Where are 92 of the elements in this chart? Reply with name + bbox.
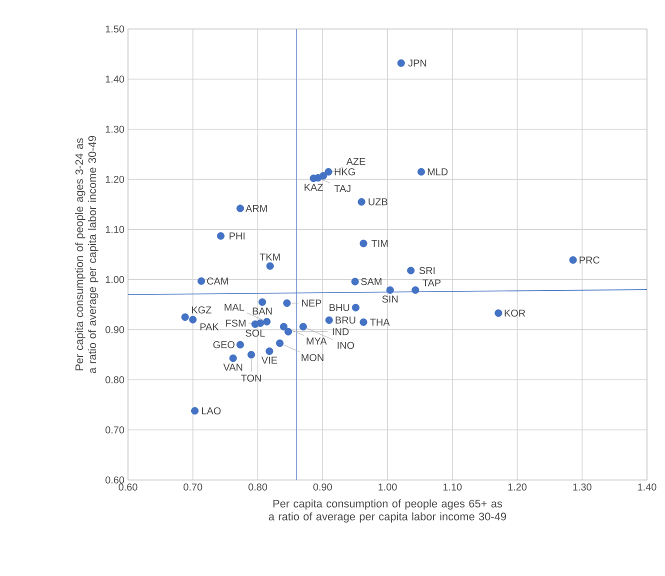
y-tick-label: 1.30 [106, 126, 124, 133]
annotation: UZB [368, 198, 388, 206]
point [258, 298, 266, 306]
point [266, 347, 274, 355]
annotation: MYA [306, 338, 327, 344]
point [299, 322, 307, 330]
annotation: KOR [504, 310, 526, 317]
point [352, 304, 360, 312]
annotation: ARM [246, 204, 267, 212]
point [266, 262, 274, 270]
x-tick-label: 1.00 [378, 484, 397, 491]
annotation: VAN [223, 364, 242, 371]
point [189, 316, 197, 324]
y-tick-label: 0.70 [105, 426, 124, 434]
annotation: PRC [580, 256, 600, 264]
annotation: MON [302, 354, 324, 362]
annotation: BRU [336, 316, 356, 324]
annotation: SIN [382, 296, 398, 303]
y-tick-label: 1.50 [106, 25, 124, 33]
annotation: TKM [260, 254, 280, 260]
point [283, 299, 291, 307]
annotation: FSM [226, 320, 246, 327]
annotation: HKG [334, 168, 355, 176]
x-tick-label: 0.60 [118, 484, 138, 491]
x-tick-label: 1.10 [443, 484, 462, 491]
y-tick-label: 0.80 [105, 376, 124, 384]
annotation: PHI [230, 232, 244, 240]
x-tick-label: 1.20 [508, 484, 527, 491]
x-tick-label: 0.90 [313, 484, 332, 491]
point [256, 319, 264, 327]
annotation: TAJ [334, 185, 350, 192]
point [247, 350, 256, 359]
point [263, 318, 271, 326]
annotation: MLD [428, 168, 448, 176]
annotation: BAN [252, 308, 272, 315]
y-axis-title: Per capita consumption of people ages 3-24 as a ratio of average per capita labor income 30-49 [75, 136, 98, 374]
y-tick-label: 0.90 [105, 326, 124, 334]
annotation: AZE [346, 158, 366, 165]
point [280, 322, 288, 330]
annotation: BHU [330, 304, 350, 312]
annotation: TON [241, 374, 261, 382]
annotation: VIE [261, 356, 278, 364]
point [216, 232, 225, 240]
annotation: SAM [361, 278, 382, 286]
point [494, 309, 502, 317]
annotation: SOL [246, 330, 265, 337]
annotation: JPN [408, 60, 426, 67]
annotation: IND [332, 328, 349, 336]
annotation: LAO [202, 407, 221, 414]
annotation: SRI [419, 267, 435, 274]
point [284, 328, 292, 336]
point [181, 313, 189, 321]
point [407, 266, 415, 274]
x-tick-label: 0.70 [184, 484, 202, 491]
point [236, 204, 244, 212]
point [360, 240, 368, 248]
y-tick-label: 1.20 [106, 176, 124, 183]
annotation: MAL [224, 304, 244, 311]
x-tick-label: 1.40 [638, 484, 656, 491]
annotation: KAZ [304, 184, 323, 191]
point [324, 168, 332, 176]
annotation: TIM [371, 240, 388, 247]
point [386, 286, 394, 294]
y-tick-label: 1.40 [106, 76, 124, 83]
point [360, 318, 368, 326]
annotation: GEO [213, 341, 234, 348]
x-axis-title: Per capita consumption of people ages 65+ as a ratio of average per capita labor income 30-49 [268, 499, 506, 523]
point [276, 339, 284, 347]
point [417, 168, 426, 176]
point [325, 316, 333, 324]
annotation: INO [338, 342, 354, 349]
point [358, 198, 366, 206]
x-tick-label: 1.30 [573, 484, 592, 491]
y-tick-label: 0.60 [105, 476, 124, 484]
x-tick-label: 0.80 [248, 484, 268, 491]
point [236, 340, 244, 348]
annotation: PAK [200, 323, 219, 330]
point [412, 286, 420, 294]
point [319, 172, 328, 180]
point [569, 256, 577, 264]
annotation: KGZ [192, 306, 212, 314]
annotation: CAM [207, 278, 228, 285]
y-tick-label: 1.00 [106, 276, 124, 284]
annotation: THA [370, 318, 390, 326]
point [397, 59, 405, 67]
y-tick-label: 1.10 [106, 226, 124, 233]
annotation: NEP [302, 300, 322, 307]
annotation: TAP [422, 279, 441, 286]
point [229, 354, 237, 362]
point [191, 407, 199, 415]
point [351, 278, 359, 286]
point [198, 277, 206, 285]
